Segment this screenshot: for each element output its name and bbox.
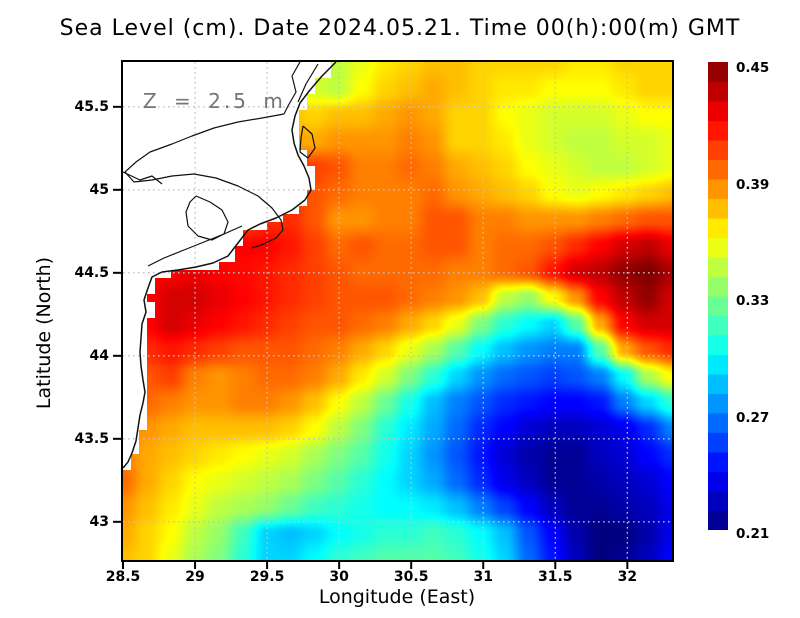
y-tick-label: 43 bbox=[89, 513, 109, 530]
y-tick-label: 44.5 bbox=[74, 264, 109, 281]
colorbar bbox=[708, 62, 728, 530]
colorbar-label: 0.39 bbox=[736, 176, 770, 193]
map-overlay bbox=[123, 62, 672, 560]
lake-contour bbox=[123, 171, 163, 185]
y-tick-label: 45.5 bbox=[74, 98, 109, 115]
x-axis-label: Longitude (East) bbox=[318, 586, 476, 608]
x-tick-label: 31 bbox=[473, 569, 493, 585]
x-tick-label: 30.5 bbox=[393, 569, 429, 585]
x-tick-label: 32 bbox=[617, 569, 638, 585]
page-title: Sea Level (cm). Date 2024.05.21. Time 00… bbox=[59, 16, 741, 41]
colorbar-label: 0.21 bbox=[736, 526, 770, 542]
lake-contour bbox=[283, 62, 301, 115]
lake-contour bbox=[299, 125, 316, 159]
lake-contour bbox=[124, 113, 285, 249]
colorbar-label: 0.45 bbox=[736, 60, 770, 76]
y-tick-label: 45 bbox=[89, 181, 109, 198]
lake-contour bbox=[297, 63, 319, 103]
lake-contour bbox=[185, 195, 229, 241]
colorbar-label: 0.27 bbox=[736, 409, 770, 426]
x-tick-label: 29.5 bbox=[249, 569, 285, 585]
x-tick-label: 30 bbox=[329, 569, 349, 585]
colorbar-label: 0.33 bbox=[736, 293, 770, 309]
depth-annotation: Z = 2.5 m bbox=[143, 89, 286, 113]
y-tick-label: 43.5 bbox=[74, 430, 109, 447]
x-tick-label: 28.5 bbox=[105, 569, 141, 585]
land-mass bbox=[123, 62, 339, 470]
coastline bbox=[123, 62, 337, 469]
y-axis-label: Latitude (North) bbox=[33, 256, 55, 410]
y-tick-label: 44 bbox=[89, 347, 109, 364]
x-tick-label: 31.5 bbox=[538, 569, 573, 585]
plot-area: Z = 2.5 m bbox=[121, 60, 674, 562]
lake-contour bbox=[147, 225, 243, 267]
x-tick-label: 29 bbox=[185, 569, 205, 585]
